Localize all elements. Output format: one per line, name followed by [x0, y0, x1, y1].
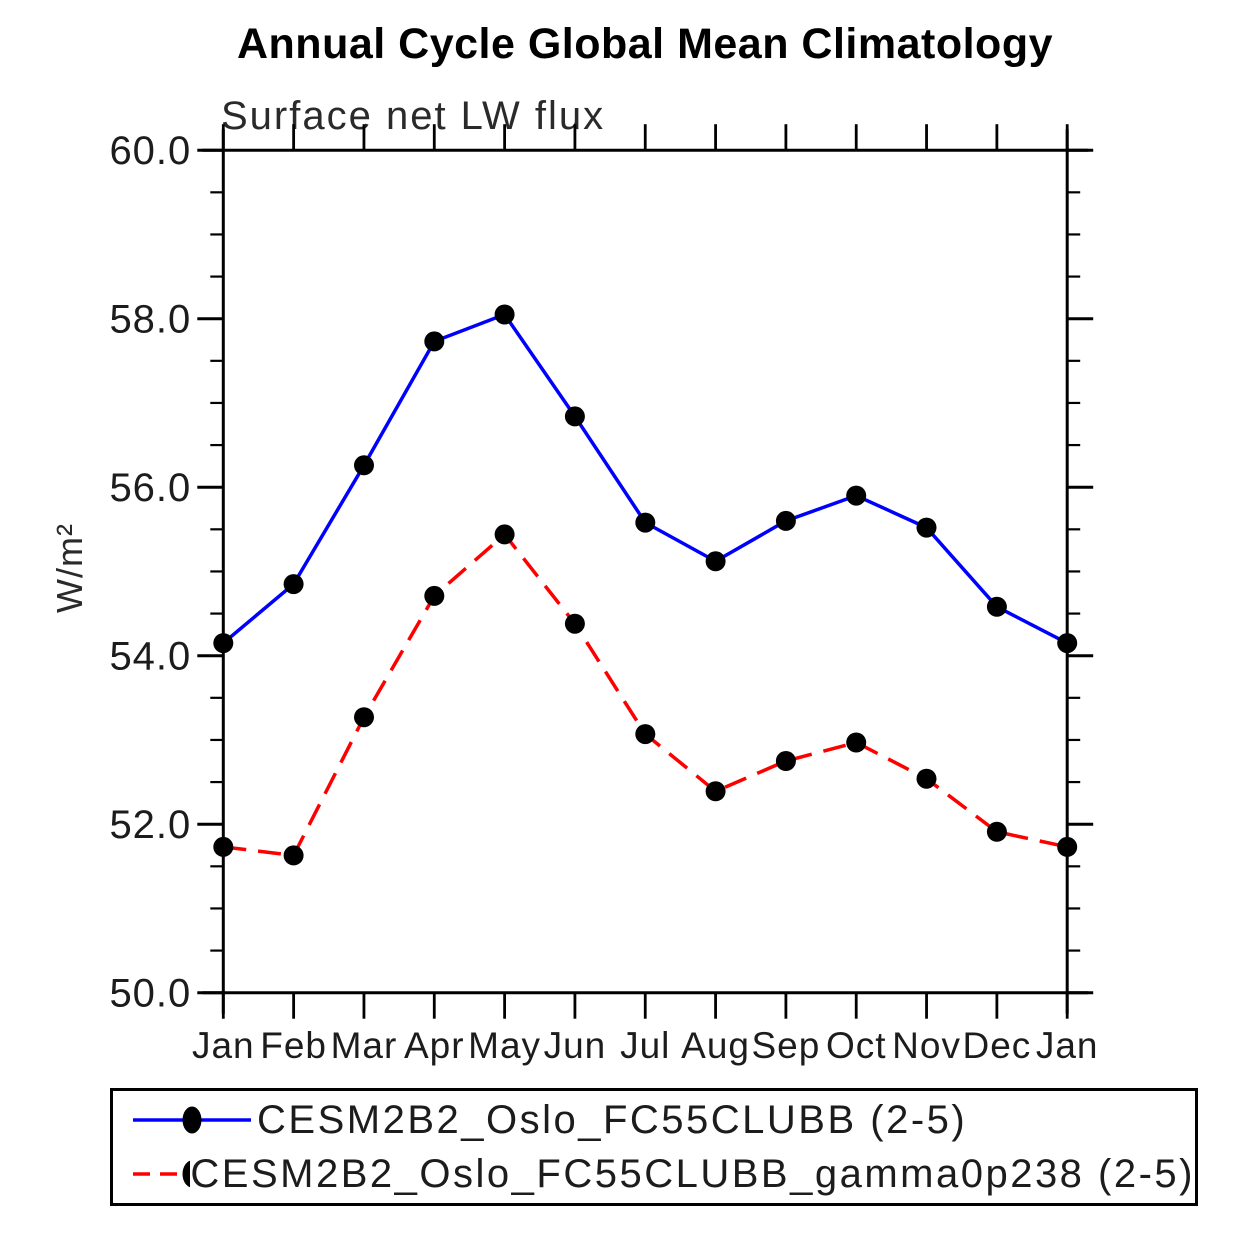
legend-label: CESM2B2_Oslo_FC55CLUBB (2-5) — [257, 1097, 968, 1142]
data-point — [635, 724, 656, 745]
data-point — [283, 574, 304, 595]
data-point — [986, 821, 1007, 842]
data-point — [846, 732, 867, 753]
data-point — [213, 836, 234, 857]
data-point — [424, 331, 445, 352]
legend-line-sample-solid — [133, 1106, 251, 1134]
y-tick-label: 58.0 — [109, 298, 191, 342]
data-point — [1057, 633, 1078, 654]
legend-item: CESM2B2_Oslo_FC55CLUBB_gamma0p238 (2-5) — [121, 1151, 1195, 1197]
legend-item: CESM2B2_Oslo_FC55CLUBB (2-5) — [121, 1097, 1195, 1143]
data-point — [564, 406, 585, 427]
x-tick-label: Jan — [1036, 1025, 1099, 1066]
data-point — [775, 751, 796, 771]
y-tick-label: 60.0 — [109, 129, 191, 173]
chart-title: Annual Cycle Global Mean Climatology — [236, 20, 1054, 68]
data-point — [846, 485, 867, 506]
x-tick-label: Jul — [620, 1025, 670, 1066]
legend-marker-icon — [182, 1160, 191, 1188]
data-point — [283, 845, 304, 866]
legend-label: CESM2B2_Oslo_FC55CLUBB_gamma0p238 (2-5) — [190, 1151, 1195, 1196]
x-tick-label: Nov — [892, 1025, 961, 1066]
data-point — [564, 613, 585, 634]
x-tick-label: Aug — [681, 1025, 750, 1066]
data-point — [705, 781, 726, 802]
x-tick-label: May — [468, 1025, 541, 1066]
y-tick-label: 50.0 — [109, 972, 191, 1016]
x-tick-label: Sep — [751, 1025, 820, 1066]
series-line-1 — [223, 531, 1068, 858]
y-tick-label: 54.0 — [109, 635, 191, 679]
data-point — [705, 551, 726, 572]
x-tick-label: Jan — [192, 1025, 255, 1066]
x-tick-label: Mar — [331, 1025, 398, 1066]
x-tick-label: Jun — [544, 1025, 607, 1066]
x-tick-label: Apr — [404, 1025, 465, 1066]
x-tick-label: Oct — [826, 1025, 887, 1066]
data-point — [494, 304, 515, 325]
data-point — [916, 517, 937, 538]
data-point — [424, 585, 445, 606]
data-point — [494, 524, 515, 545]
data-point — [213, 633, 234, 654]
data-point — [1057, 836, 1078, 857]
x-tick-label: Feb — [260, 1025, 327, 1066]
x-tick-label: Dec — [962, 1025, 1031, 1066]
legend-line-sample-dashed — [133, 1160, 191, 1188]
data-point — [354, 455, 374, 476]
legend: CESM2B2_Oslo_FC55CLUBB (2-5) CESM2B2_Osl… — [110, 1088, 1198, 1206]
y-tick-label: 56.0 — [109, 466, 191, 510]
data-point — [635, 512, 656, 533]
legend-marker-icon — [182, 1106, 202, 1134]
data-point — [986, 596, 1007, 617]
chart-subtitle: Surface net LW flux — [221, 94, 606, 138]
data-point — [916, 768, 937, 789]
data-point — [354, 707, 374, 728]
series-line-0 — [222, 312, 1069, 645]
y-tick-label: 52.0 — [109, 803, 191, 847]
data-point — [775, 510, 796, 531]
